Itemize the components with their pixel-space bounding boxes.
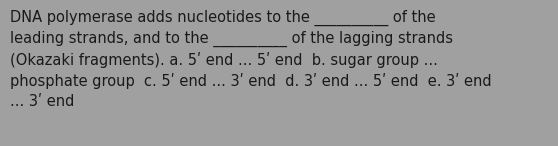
- Text: (Okazaki fragments). a. 5ʹ end ... 5ʹ end  b. sugar group ...: (Okazaki fragments). a. 5ʹ end ... 5ʹ en…: [10, 52, 438, 68]
- Text: DNA polymerase adds nucleotides to the __________ of the: DNA polymerase adds nucleotides to the _…: [10, 10, 436, 26]
- Text: ... 3ʹ end: ... 3ʹ end: [10, 94, 74, 109]
- Text: leading strands, and to the __________ of the lagging strands: leading strands, and to the __________ o…: [10, 31, 453, 47]
- Text: phosphate group  c. 5ʹ end ... 3ʹ end  d. 3ʹ end ... 5ʹ end  e. 3ʹ end: phosphate group c. 5ʹ end ... 3ʹ end d. …: [10, 73, 492, 89]
